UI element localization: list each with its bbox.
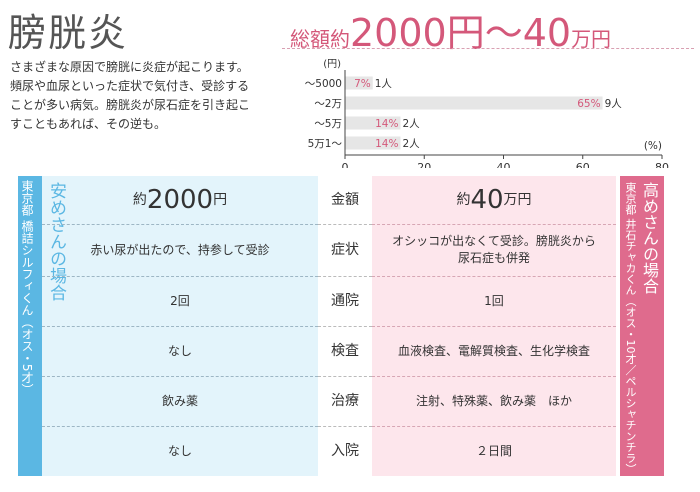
left-hospitalization: なし (167, 443, 192, 458)
right-cost: 約 40 万円 (372, 176, 616, 224)
label-separator (318, 224, 372, 225)
category-label: ～5万 (314, 118, 342, 130)
bar-value-label: 14% (375, 118, 398, 130)
left-separator (42, 224, 318, 225)
total-amount: 2000円～40 (350, 11, 572, 55)
right-treatment: 注射、特殊薬、飲み薬 ほか (415, 393, 572, 408)
left-cost-prefix: 約 (132, 191, 147, 208)
bar-value-label: 7% (354, 78, 371, 90)
right-cost-unit: 万円 (503, 191, 532, 208)
label-symptom: 症状 (331, 241, 359, 258)
bar (345, 96, 603, 110)
left-cost-unit: 円 (213, 191, 228, 208)
bar (345, 116, 401, 130)
left-separator (42, 426, 318, 427)
description: さまざまな原因で膀胱に炎症が起こります。頻尿や血尿といった症状で気付き、受診する… (10, 60, 251, 131)
right-case-heading: 高めさんの場合 (640, 182, 659, 294)
right-cost-number: 40 (470, 184, 504, 215)
left-cost-number: 2000 (146, 184, 214, 215)
bar (345, 136, 401, 150)
category-label: 5万1～ (308, 138, 343, 150)
left-separator (42, 376, 318, 377)
right-case-sub: 東京都 井石チャカくん（オス・10才／ペルシャチンチラ） (624, 182, 637, 475)
page-title: 膀胱炎 (8, 11, 129, 55)
left-symptom: 赤い尿が出たので、持参して受診 (90, 242, 270, 257)
right-hospitalization: ２日間 (475, 443, 512, 458)
left-cost: 約 2000 円 (42, 176, 318, 224)
x-tick-label: 80 (655, 161, 669, 168)
left-case-table: 安めさんの場合 約 2000 円 赤い尿が出たので、持参して受診 2回 なし 飲み薬… (42, 176, 318, 476)
category-label: ～2万 (314, 98, 342, 110)
right-separator (372, 426, 616, 427)
left-separator (42, 276, 318, 277)
row-labels: 金額 症状 通院 検査 治療 入院 (318, 176, 372, 476)
total-label: 総額約 (290, 27, 350, 51)
left-case-heading: 安めさんの場合 (46, 182, 66, 301)
right-separator (372, 326, 616, 327)
left-case-sub: 東京都 橋詰シルフィくん（オス・5才） (20, 180, 34, 396)
label-separator (318, 326, 372, 327)
x-tick-label: 60 (576, 161, 590, 168)
label-visits: 通院 (331, 292, 359, 309)
left-case-band: 東京都 橋詰シルフィくん（オス・5才） (18, 176, 42, 476)
bar-value-label: 14% (375, 138, 398, 150)
left-tests: なし (167, 343, 192, 358)
label-separator (318, 276, 372, 277)
label-tests: 検査 (331, 342, 359, 359)
left-separator (42, 326, 318, 327)
y-unit-label: (円) (323, 59, 341, 70)
label-separator (318, 426, 372, 427)
value-percent: 7% (354, 78, 371, 90)
total-divider (282, 48, 694, 49)
value-count: 9人 (605, 98, 623, 110)
right-symptom: オシッコが出なくて受診。膀胱炎から尿石症も併発 (392, 234, 596, 265)
value-count: 2人 (402, 138, 420, 150)
category-label: ～5000 (305, 78, 342, 90)
total-cost: 総額約2000円～40万円 (290, 2, 611, 57)
right-case-band: 高めさんの場合 東京都 井石チャカくん（オス・10才／ペルシャチンチラ） (620, 176, 664, 476)
right-tests: 血液検査、電解質検査、生化学検査 (397, 343, 590, 358)
value-count: 2人 (402, 118, 420, 130)
x-tick-label: 0 (342, 161, 349, 168)
total-unit: 万円 (571, 27, 612, 51)
left-visits: 2回 (170, 293, 190, 308)
cost-distribution-chart: (円) ～5000 7% 1人 ～2万 65% 9人 ～5万 14% 2人 5万1～ 14% 2人 0 20… (305, 59, 669, 168)
label-separator (318, 376, 372, 377)
x-tick-label: 20 (417, 161, 431, 168)
label-treatment: 治療 (331, 392, 359, 409)
left-treatment: 飲み薬 (161, 393, 198, 408)
value-percent: 65% (577, 98, 600, 110)
bar (345, 76, 373, 90)
x-tick-label: 40 (497, 161, 511, 168)
right-visits: 1回 (484, 293, 504, 308)
right-separator (372, 276, 616, 277)
right-case-table: 約 40 万円 オシッコが出なくて受診。膀胱炎から尿石症も併発 1回 血液検査、電解… (372, 176, 616, 476)
right-separator (372, 224, 616, 225)
x-unit-label: (%) (644, 140, 662, 152)
label-cost: 金額 (331, 191, 359, 208)
bar-value-label: 65% (577, 98, 600, 110)
value-count: 1人 (375, 78, 393, 90)
label-hospitalization: 入院 (331, 442, 359, 459)
right-separator (372, 376, 616, 377)
right-cost-prefix: 約 (456, 191, 471, 208)
value-percent: 14% (375, 138, 398, 150)
value-percent: 14% (375, 118, 398, 130)
